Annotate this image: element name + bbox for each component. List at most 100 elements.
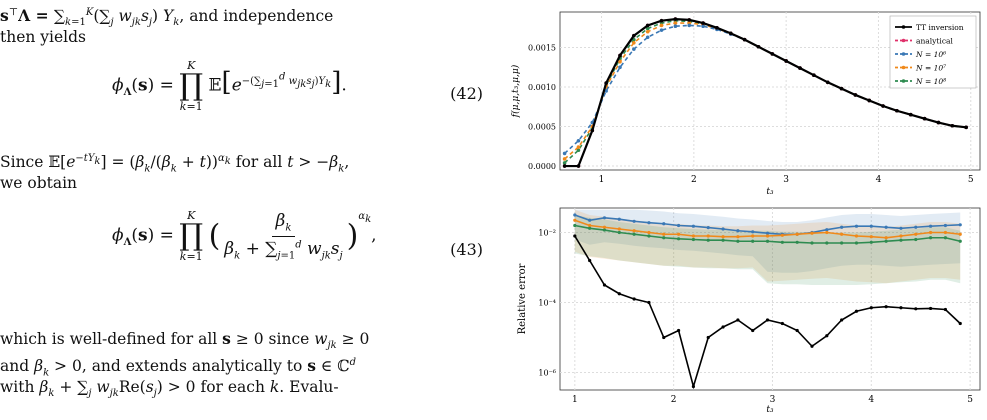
data-point (780, 233, 784, 237)
paragraph-line-1: s⊤Λ = ∑k=1K(∑j wjksj) Yk, and independen… (0, 6, 334, 29)
x-axis-label: t₃ (766, 405, 774, 415)
data-point (736, 229, 740, 233)
y-axis-label: f(μ,μ,t₃,μ,μ) (510, 64, 521, 118)
data-point (662, 236, 666, 240)
data-point (645, 23, 650, 28)
data-point (576, 164, 581, 168)
data-point (840, 225, 844, 229)
x-tick-label: 4 (868, 395, 874, 405)
data-point (632, 219, 636, 223)
data-point (943, 223, 948, 228)
data-point (853, 93, 858, 97)
equation-42-number: (42) (450, 84, 483, 103)
data-point (736, 239, 740, 243)
y-tick-label: 10⁻² (538, 229, 556, 238)
data-point (780, 240, 784, 244)
data-point (647, 230, 651, 235)
data-point (914, 307, 918, 311)
data-point (928, 236, 933, 240)
data-point (922, 116, 927, 121)
paragraph-line-3: Since 𝔼[e−tYk] = (βk/(βk + t))αk for all… (0, 153, 350, 175)
data-point (884, 305, 888, 309)
y-tick-label: 10⁻⁴ (538, 299, 556, 308)
data-point (576, 145, 581, 149)
data-point (756, 44, 761, 49)
data-point (562, 157, 567, 161)
x-tick-label: 3 (770, 395, 776, 405)
data-point (691, 384, 696, 389)
data-point (881, 104, 885, 108)
data-point (645, 35, 650, 40)
data-point (928, 230, 933, 235)
data-point (573, 223, 577, 228)
data-point (662, 232, 666, 236)
data-point (884, 239, 888, 243)
data-point (706, 234, 710, 238)
data-point (562, 151, 567, 156)
equation-43: ϕΛ(s) = K ∏ k=1 (βk βk + ∑j=1d wjksj)αk, (112, 209, 377, 263)
legend-marker (901, 52, 906, 56)
data-point (770, 52, 775, 56)
relative-error-chart: 1 2 3 4 5 10⁻² 10⁻⁴ 10⁻⁶ t₃ Relative error (517, 207, 981, 415)
data-point (825, 230, 829, 235)
y-tick-label: 0.0000 (528, 162, 556, 171)
data-point (573, 234, 577, 238)
data-point (562, 164, 567, 168)
data-point (662, 335, 666, 340)
equation-42: ϕΛ(s) = K ∏ k=1 𝔼[e−(∑j=1d wjksj)Yk]. (112, 59, 347, 113)
data-point (676, 328, 681, 333)
confidence-band (574, 215, 961, 285)
legend-label: N = 10⁶ (915, 50, 946, 59)
data-point (854, 309, 859, 313)
data-point (854, 234, 859, 238)
data-point (706, 335, 710, 340)
data-point (659, 18, 664, 23)
data-point (701, 21, 705, 25)
data-point (867, 98, 872, 103)
data-point (825, 241, 829, 245)
data-point (950, 123, 955, 128)
data-point (812, 73, 816, 77)
data-point (721, 227, 725, 231)
x-tick-label: 1 (572, 395, 578, 405)
y-tick-label: 0.0010 (528, 83, 556, 92)
confidence-band (574, 209, 961, 284)
data-point (618, 65, 622, 70)
data-point (751, 234, 755, 238)
paragraph-line-4: we obtain (0, 174, 78, 192)
data-point (840, 318, 844, 322)
data-point (673, 17, 678, 21)
data-point (576, 148, 581, 153)
data-point (602, 216, 607, 220)
data-point (647, 221, 651, 225)
data-point (899, 238, 903, 242)
data-point (617, 292, 621, 296)
legend-label: N = 10⁷ (915, 64, 946, 73)
series-line (564, 22, 967, 160)
data-point (617, 227, 621, 231)
data-point (742, 37, 747, 42)
data-point (573, 213, 577, 217)
legend-label: N = 10⁸ (915, 77, 946, 86)
data-point (691, 237, 696, 242)
data-point (736, 235, 740, 239)
data-point (958, 321, 962, 326)
data-point (958, 223, 962, 227)
x-tick-label: 2 (691, 175, 697, 185)
data-point (765, 234, 770, 238)
data-point (721, 325, 725, 329)
data-point (590, 128, 595, 133)
data-point (676, 232, 681, 236)
data-point (751, 230, 755, 234)
data-point (784, 59, 788, 63)
figure: 1 2 3 4 5 0.0000 0.0005 0.0010 0.0015 t₃ f(μ,μ,t₃,… (505, 0, 987, 420)
data-point (765, 231, 770, 235)
data-point (869, 235, 873, 239)
data-point (602, 283, 607, 287)
data-point (562, 161, 567, 165)
data-point (617, 230, 621, 235)
y-axis-label: Relative error (517, 263, 528, 334)
data-point (632, 41, 636, 45)
data-point (588, 223, 592, 228)
x-tick-label: 3 (783, 175, 789, 185)
